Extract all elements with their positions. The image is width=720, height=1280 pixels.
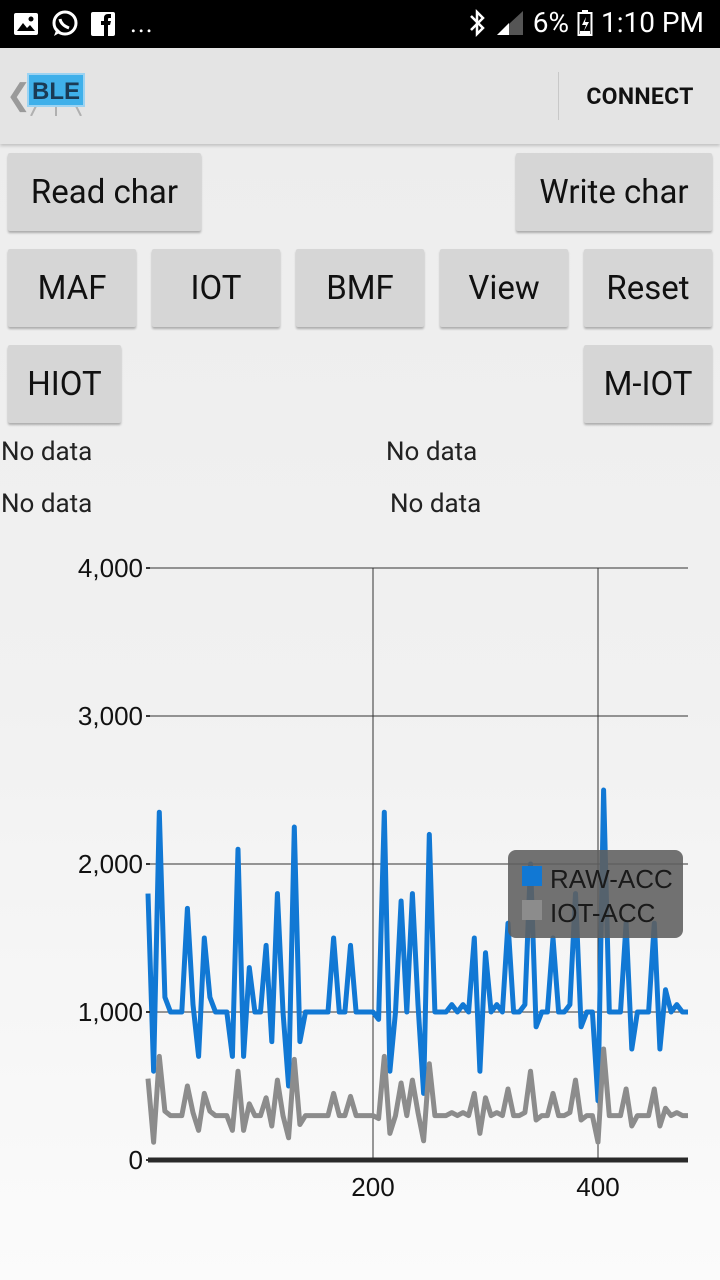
legend-label: IOT-ACC <box>550 898 655 928</box>
x-tick-label: 400 <box>576 1172 619 1202</box>
chart-axes: 0 1,000 2,000 3,000 4,000 200 400 <box>78 553 688 1202</box>
series-line-raw-acc <box>145 787 688 1104</box>
x-tick-label: 200 <box>351 1172 394 1202</box>
bmf-button[interactable]: BMF <box>296 249 424 327</box>
more-notifications: ... <box>130 9 154 39</box>
legend-swatch <box>522 900 542 920</box>
battery-icon <box>577 9 593 36</box>
line-chart: 0 1,000 2,000 3,000 4,000 200 400 RAW-ACC IOT-A… <box>78 553 688 1202</box>
y-tick-label: 2,000 <box>78 849 143 879</box>
reset-button[interactable]: Reset <box>584 249 712 327</box>
hiot-button[interactable]: HIOT <box>8 345 121 423</box>
logo-text: BLE <box>32 78 80 105</box>
chart-series <box>145 787 688 1145</box>
data-label-3: No data <box>1 489 93 519</box>
y-tick-label: 3,000 <box>78 701 143 731</box>
appbar-divider <box>558 72 559 120</box>
whatsapp-icon <box>52 10 78 36</box>
y-tick-label: 4,000 <box>78 553 143 583</box>
signal-icon <box>496 10 523 35</box>
bluetooth-icon <box>469 8 485 37</box>
data-label-4: No data <box>390 489 482 519</box>
chart-legend: RAW-ACC IOT-ACC <box>508 850 683 938</box>
legend-box <box>508 850 683 938</box>
app-bar: ❮ BLE CONNECT <box>0 48 720 144</box>
m-iot-button[interactable]: M-IOT <box>584 345 712 423</box>
facebook-icon <box>91 12 115 36</box>
legend-swatch <box>522 866 542 886</box>
gallery-icon <box>14 13 38 35</box>
battery-percent: 6% <box>532 6 569 39</box>
y-tick-label: 0 <box>129 1145 143 1175</box>
y-tick-label: 1,000 <box>78 997 143 1027</box>
view-button[interactable]: View <box>440 249 568 327</box>
data-label-1: No data <box>1 437 93 467</box>
iot-button[interactable]: IOT <box>152 249 280 327</box>
clock: 1:10 PM <box>600 6 704 39</box>
write-char-button[interactable]: Write char <box>516 153 712 231</box>
read-char-button[interactable]: Read char <box>8 153 201 231</box>
status-bar: ... 6% 1:10 PM <box>0 0 720 48</box>
data-label-2: No data <box>386 437 478 467</box>
connect-button[interactable]: CONNECT <box>586 82 694 110</box>
back-chevron-icon[interactable]: ❮ <box>6 78 32 113</box>
ble-logo: BLE <box>27 73 85 116</box>
maf-button[interactable]: MAF <box>8 249 136 327</box>
series-line-iot-acc <box>145 1046 688 1145</box>
legend-label: RAW-ACC <box>550 864 673 894</box>
